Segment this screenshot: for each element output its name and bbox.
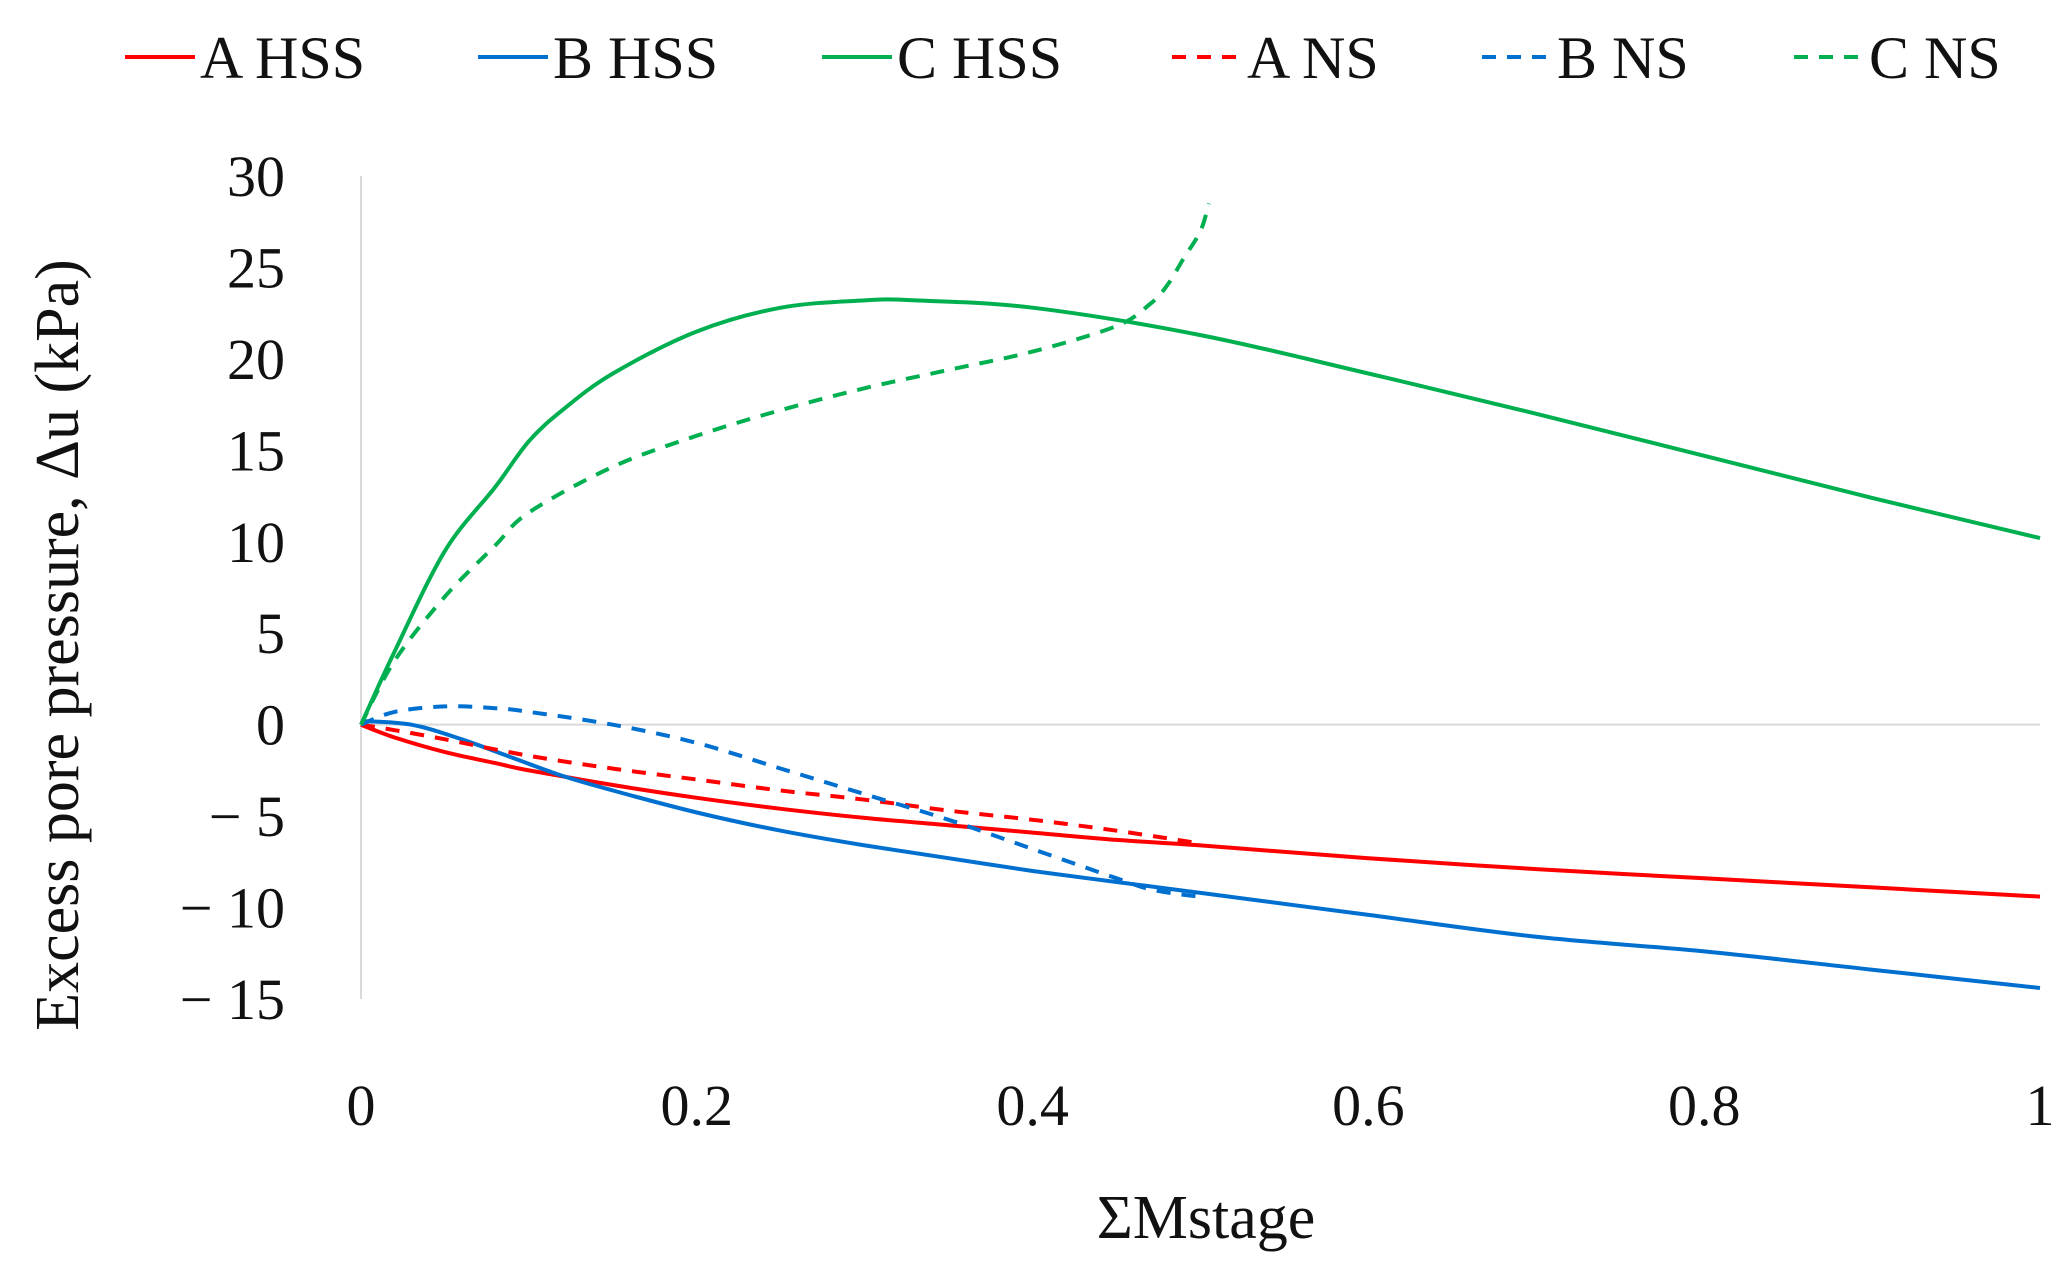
x-tick-label: 0 — [347, 1073, 376, 1138]
y-tick-label: 10 — [227, 510, 285, 575]
y-tick-label: − 5 — [209, 784, 285, 849]
y-tick-label: 25 — [227, 235, 285, 300]
series-line-b-hss — [360, 719, 2041, 990]
y-axis-title: Excess pore pressure, Δu (kPa) — [24, 259, 92, 1031]
legend-item-b-hss: B HSS — [478, 25, 718, 91]
legend-label: C HSS — [897, 25, 1062, 91]
series-line-c-ns — [359, 202, 1211, 726]
legend-label: C NS — [1869, 25, 2001, 91]
axes: 30 25 20 15 10 5 0 − 5 − 10 − 15 0 0.2 0.4 0.6 0.8 1 — [180, 144, 2055, 1138]
y-tick-label: − 15 — [180, 967, 285, 1032]
legend-item-c-ns: C NS — [1794, 25, 2001, 91]
legend-item-a-hss: A HSS — [125, 25, 365, 91]
series-layer — [359, 202, 2041, 990]
legend-item-c-hss: C HSS — [822, 25, 1062, 91]
x-tick-label: 0.8 — [1668, 1073, 1741, 1138]
y-tick-label: − 10 — [180, 876, 285, 941]
y-tick-label: 0 — [256, 693, 285, 758]
x-tick-label: 0.2 — [661, 1073, 734, 1138]
legend-label: A NS — [1247, 25, 1379, 91]
y-tick-label: 30 — [227, 144, 285, 209]
legend-label: B HSS — [553, 25, 718, 91]
legend: A HSS B HSS C HSS A NS B NS C NS — [125, 25, 2001, 91]
x-axis-title: ΣMstage — [1097, 1184, 1316, 1252]
x-tick-label: 0.6 — [1332, 1073, 1405, 1138]
legend-item-b-ns: B NS — [1482, 25, 1689, 91]
x-tick-label: 0.4 — [996, 1073, 1069, 1138]
series-line-c-hss — [359, 297, 2041, 726]
legend-item-a-ns: A NS — [1172, 25, 1379, 91]
x-tick-label: 1 — [2026, 1073, 2055, 1138]
series-line-a-hss — [360, 722, 2041, 899]
y-tick-label: 20 — [227, 327, 285, 392]
y-tick-label: 15 — [227, 418, 285, 483]
series-line-a-ns — [360, 722, 1201, 846]
legend-label: A HSS — [200, 25, 365, 91]
y-tick-label: 5 — [256, 601, 285, 666]
series-line-b-ns — [360, 704, 1201, 899]
legend-label: B NS — [1557, 25, 1689, 91]
